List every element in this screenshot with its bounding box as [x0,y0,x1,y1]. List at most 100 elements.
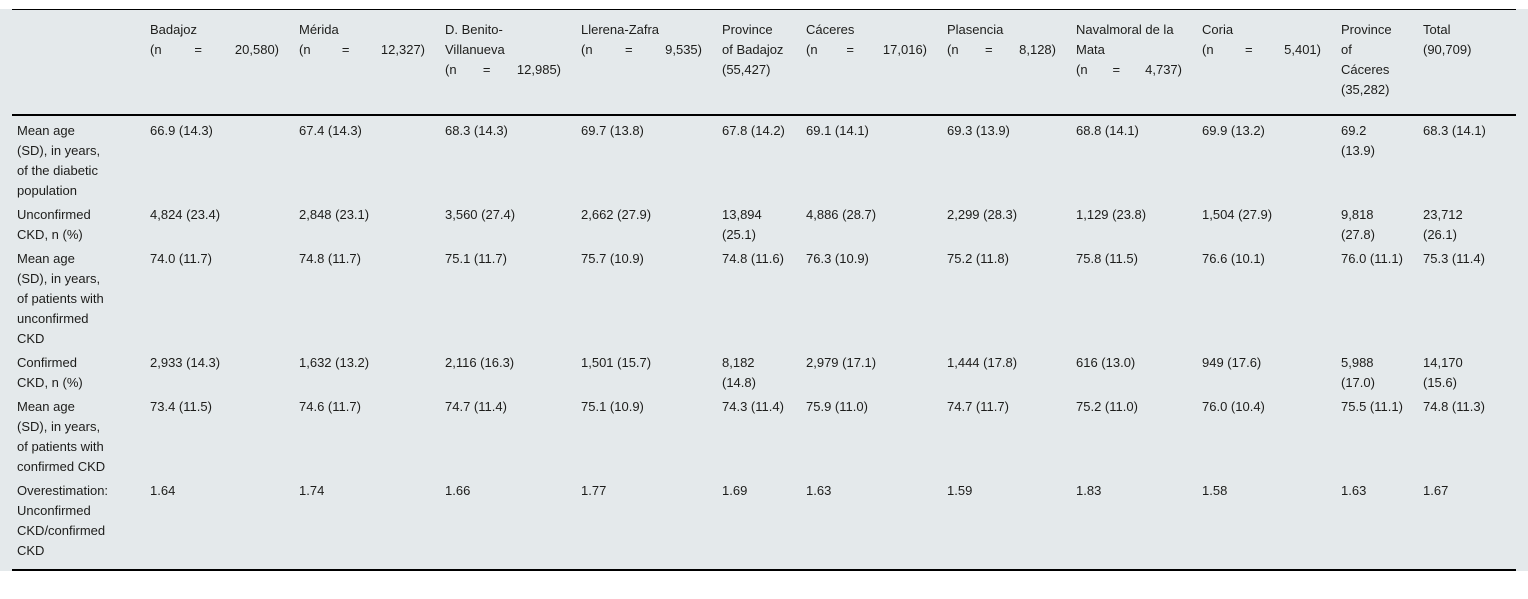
column-header-count: (55,427) [722,62,771,77]
table-cell: 68.8 (14.1) [1076,123,1139,138]
row-label: Mean age (SD), in years, of patients wit… [17,399,106,474]
table-cell: 1.74 [299,483,325,498]
column-header-count: (n = 9,535) [581,42,702,57]
table-cell: 67.4 (14.3) [299,123,362,138]
table-row: Unconfirmed CKD, n (%) 4,824 (23.4) 2,848 … [12,203,1516,247]
table-cell: 74.7 (11.4) [445,399,507,414]
column-header-name: Navalmoral de la Mata [1076,22,1174,57]
column-header-cell: Total (90,709) [1423,9,1516,116]
table-cell: 75.9 (11.0) [806,399,868,414]
column-header-count: (35,282) [1341,82,1390,97]
table-cell: 5,988 (17.0) [1341,355,1375,390]
column-header-count: (n = 12,327) [299,42,425,57]
table-cell: 2,116 (16.3) [445,355,515,370]
table-cell: 69.2 (13.9) [1341,123,1375,158]
column-header-cell: Badajoz (n = 20,580) [150,9,299,116]
column-header-name: Province of Badajoz [722,22,784,57]
table-cell: 76.0 (11.1) [1341,251,1403,266]
column-header-name: Coria [1202,22,1234,37]
table-cell: 14,170 (15.6) [1423,355,1463,390]
column-header-name: Cáceres [806,22,855,37]
table-cell: 1.83 [1076,483,1102,498]
table-cell: 66.9 (14.3) [150,123,213,138]
table-cell: 13,894 (25.1) [722,207,762,242]
row-label: Unconfirmed CKD, n (%) [17,207,91,242]
table-cell: 69.3 (13.9) [947,123,1010,138]
column-header-count: (n = 8,128) [947,42,1056,57]
column-header-cell: Province of Badajoz (55,427) [722,9,806,116]
column-header-count: (n = 17,016) [806,42,927,57]
table-cell: 1,129 (23.8) [1076,207,1147,222]
table-cell: 75.7 (10.9) [581,251,644,266]
table-cell: 76.0 (10.4) [1202,399,1265,414]
table-cell: 1,444 (17.8) [947,355,1018,370]
table-cell: 1.69 [722,483,748,498]
table-cell: 3,560 (27.4) [445,207,516,222]
table-row: Mean age (SD), in years, of patients wit… [12,247,1516,351]
table-cell: 75.1 (10.9) [581,399,644,414]
table-cell: 75.3 (11.4) [1423,251,1485,266]
table-cell: 1,632 (13.2) [299,355,370,370]
table-cell: 75.5 (11.1) [1341,399,1403,414]
row-label: Mean age (SD), in years, of the diabetic… [17,123,101,198]
table-cell: 1.59 [947,483,973,498]
table-cell: 4,824 (23.4) [150,207,221,222]
table-cell: 8,182 (14.8) [722,355,756,390]
table-cell: 1.64 [150,483,176,498]
table-cell: 75.8 (11.5) [1076,251,1138,266]
table-cell: 76.6 (10.1) [1202,251,1265,266]
table-cell: 74.7 (11.7) [947,399,1009,414]
ckd-statistics-table-sheet: Badajoz (n = 20,580) Mérida (n = 12,327) D. … [0,9,1528,571]
row-label: Mean age (SD), in years, of patients wit… [17,251,104,346]
table-row: Mean age (SD), in years, of patients wit… [12,395,1516,479]
column-header-count: (n = 20,580) [150,42,279,57]
table-cell: 1.63 [1341,483,1367,498]
table-cell: 75.1 (11.7) [445,251,507,266]
table-cell: 9,818 (27.8) [1341,207,1375,242]
table-cell: 74.8 (11.3) [1423,399,1485,414]
table-cell: 74.8 (11.7) [299,251,361,266]
column-header-name: Total [1423,22,1451,37]
table-cell: 2,933 (14.3) [150,355,221,370]
table-cell: 949 (17.6) [1202,355,1262,370]
column-header-name: Plasencia [947,22,1004,37]
table-cell: 68.3 (14.1) [1423,123,1486,138]
column-header-cell: Mérida (n = 12,327) [299,9,445,116]
column-header-name: D. Benito-Villanueva [445,22,505,57]
table-cell: 1,504 (27.9) [1202,207,1273,222]
table-row: Overestimation: Unconfirmed CKD/confirme… [12,479,1516,570]
table-cell: 616 (13.0) [1076,355,1136,370]
table-cell: 1.63 [806,483,832,498]
column-header-name: Province of Cáceres [1341,22,1392,77]
column-header-count: (90,709) [1423,42,1472,57]
column-header-count: (n = 4,737) [1076,62,1182,77]
table-cell: 4,886 (28.7) [806,207,877,222]
column-header-cell: Llerena-Zafra (n = 9,535) [581,9,722,116]
column-header-name: Llerena-Zafra [581,22,660,37]
table-cell: 69.9 (13.2) [1202,123,1265,138]
row-label: Overestimation: Unconfirmed CKD/confirme… [17,483,109,558]
column-header-count: (n = 12,985) [445,62,561,77]
table-cell: 1.58 [1202,483,1228,498]
table-cell: 1.67 [1423,483,1449,498]
table-cell: 74.6 (11.7) [299,399,361,414]
table-cell: 69.1 (14.1) [806,123,869,138]
table-cell: 73.4 (11.5) [150,399,212,414]
table-cell: 2,979 (17.1) [806,355,877,370]
ckd-by-health-area-table: Badajoz (n = 20,580) Mérida (n = 12,327) D. … [12,9,1516,571]
table-row: Confirmed CKD, n (%) 2,933 (14.3) 1,632 (1… [12,351,1516,395]
column-header-cell: Cáceres (n = 17,016) [806,9,947,116]
table-cell: 75.2 (11.8) [947,251,1009,266]
column-header-name: Mérida [299,22,339,37]
column-header-count: (n = 5,401) [1202,42,1321,57]
column-header-cell: D. Benito-Villanueva (n = 12,985) [445,9,581,116]
table-cell: 2,848 (23.1) [299,207,370,222]
table-cell: 74.3 (11.4) [722,399,784,414]
table-row: Mean age (SD), in years, of the diabetic… [12,115,1516,203]
table-cell: 68.3 (14.3) [445,123,508,138]
table-cell: 67.8 (14.2) [722,123,785,138]
column-header-name: Badajoz [150,22,197,37]
table-cell: 1.66 [445,483,471,498]
table-cell: 23,712 (26.1) [1423,207,1463,242]
table-cell: 1,501 (15.7) [581,355,652,370]
